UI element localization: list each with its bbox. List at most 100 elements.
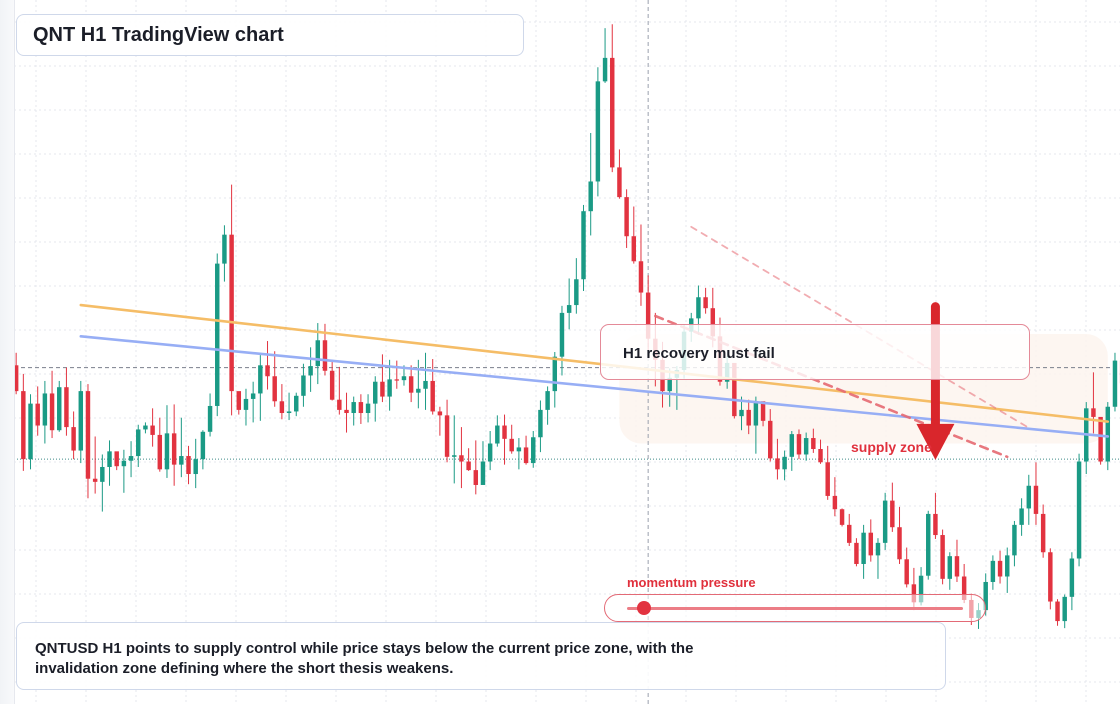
candle-body <box>301 375 306 396</box>
candle-body <box>1012 524 1017 556</box>
candle-body <box>92 478 98 482</box>
candle-body <box>918 575 924 603</box>
candle-body <box>703 297 708 309</box>
candle-body <box>272 376 277 402</box>
candle-body <box>71 427 76 451</box>
candle-body <box>746 409 751 426</box>
momentum-pressure-track <box>627 607 963 610</box>
candle-body <box>186 456 191 475</box>
candle-body <box>1040 513 1046 553</box>
candle-body <box>538 409 543 438</box>
candle-body <box>617 167 622 198</box>
candle-body <box>1055 601 1060 622</box>
candle-body <box>322 340 328 371</box>
candle-body <box>997 560 1003 577</box>
candle-body <box>394 379 400 381</box>
candle-body <box>696 297 701 319</box>
candle-body <box>983 581 988 611</box>
candle-body <box>193 459 198 475</box>
candle-body <box>365 403 371 414</box>
candle-body <box>545 391 550 410</box>
summary-panel: QNTUSD H1 points to supply control while… <box>16 622 946 690</box>
candle-body <box>179 456 184 465</box>
candle-body <box>782 456 787 470</box>
candle-body <box>1069 558 1075 597</box>
candle-body <box>487 443 493 462</box>
momentum-pressure-knob <box>636 601 651 615</box>
candle-body <box>150 425 155 435</box>
candle-body <box>143 425 148 430</box>
candle-body <box>128 456 134 461</box>
candle-body <box>49 393 55 431</box>
candle-body <box>250 393 256 399</box>
candle-body <box>610 57 615 168</box>
candle-body <box>13 365 19 392</box>
candle-body <box>344 409 349 414</box>
candle-body <box>753 401 759 426</box>
candle-body <box>882 500 888 543</box>
candle-body <box>839 509 845 525</box>
candle-body <box>868 532 874 556</box>
candle-body <box>890 500 895 528</box>
candle-body <box>638 261 644 293</box>
candle-body <box>1019 508 1024 525</box>
candle-body <box>552 356 558 392</box>
candle-body <box>1112 360 1118 407</box>
candle-body <box>502 425 507 439</box>
candle-body <box>581 211 586 280</box>
candle-body <box>28 403 33 460</box>
candle-body <box>947 556 953 579</box>
candle-body <box>373 381 378 404</box>
candle-body <box>57 387 62 431</box>
candle-body <box>21 391 26 460</box>
candle-body <box>207 405 213 432</box>
candle-body <box>1076 461 1082 559</box>
momentum-pressure-gauge <box>604 594 986 622</box>
candle-body <box>1048 552 1053 602</box>
candle-body <box>358 402 364 414</box>
candle-body <box>1062 596 1067 622</box>
candle-body <box>1033 485 1039 514</box>
candle-body <box>100 466 105 482</box>
candle-body <box>559 312 565 357</box>
candle-body <box>904 559 909 585</box>
candle-body <box>315 340 321 367</box>
candle-body <box>401 376 407 381</box>
candle-body <box>961 576 967 600</box>
arrow-head <box>916 423 955 460</box>
candle-body <box>667 377 672 392</box>
candle-body <box>480 461 486 485</box>
candle-body <box>42 393 48 426</box>
candle-body <box>495 425 500 444</box>
candle-body <box>775 458 780 470</box>
candle-body <box>1105 406 1111 462</box>
candle-body <box>387 379 392 397</box>
candle-body <box>64 387 69 428</box>
summary-text: QNTUSD H1 points to supply control while… <box>35 640 694 677</box>
candle-body <box>588 181 593 212</box>
candle-body <box>531 437 536 464</box>
supply-zone-label: supply zone <box>851 439 932 455</box>
candle-body <box>768 420 773 459</box>
candle-body <box>624 197 629 237</box>
candle-body <box>200 431 206 460</box>
candle-body <box>380 381 385 397</box>
candle-body <box>645 292 651 339</box>
candle-body <box>215 263 220 406</box>
candle-body <box>1005 555 1010 577</box>
candle-body <box>1098 416 1103 462</box>
candle-body <box>854 542 859 564</box>
momentum-pressure-label: momentum pressure <box>627 575 756 590</box>
candle-body <box>121 460 127 467</box>
candle-body <box>566 305 572 313</box>
chart-title: QNT H1 TradingView chart <box>33 24 284 46</box>
candle-body <box>136 429 141 457</box>
candle-body <box>710 308 716 337</box>
candle-body <box>279 401 285 414</box>
candle-body <box>157 434 163 470</box>
candle-body <box>78 391 84 451</box>
candle-body <box>825 462 830 496</box>
candle-body <box>847 524 852 543</box>
candle-body <box>796 434 802 455</box>
candle-body <box>818 448 823 463</box>
